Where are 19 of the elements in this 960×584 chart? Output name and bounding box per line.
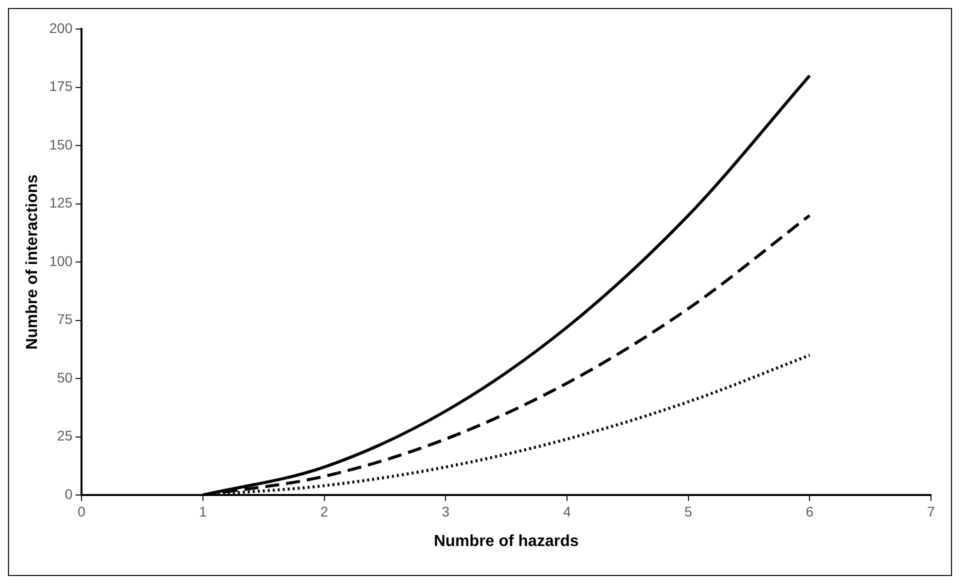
y-tick-label: 75 bbox=[56, 311, 73, 328]
x-tick-label: 7 bbox=[927, 503, 936, 520]
x-tick-label: 2 bbox=[320, 503, 328, 520]
y-tick-label: 175 bbox=[49, 78, 73, 94]
x-tick-label: 5 bbox=[684, 503, 692, 520]
y-tick-label: 0 bbox=[64, 486, 73, 502]
x-tick-label: 1 bbox=[199, 503, 208, 520]
x-tick-label: 0 bbox=[78, 503, 86, 520]
x-axis-title: Numbre of hazards bbox=[434, 532, 579, 550]
y-tick-label: 50 bbox=[56, 369, 73, 386]
y-tick-label: 200 bbox=[49, 20, 73, 36]
x-tick-label: 4 bbox=[563, 503, 572, 520]
x-tick-label: 3 bbox=[442, 503, 450, 520]
y-tick-label: 150 bbox=[49, 136, 73, 152]
y-tick-label: 125 bbox=[49, 194, 73, 211]
x-tick-label: 6 bbox=[806, 503, 814, 520]
y-tick-label: 25 bbox=[56, 428, 73, 444]
y-axis-title: Numbre of interactions bbox=[24, 174, 42, 350]
y-tick-label: 100 bbox=[49, 252, 73, 269]
